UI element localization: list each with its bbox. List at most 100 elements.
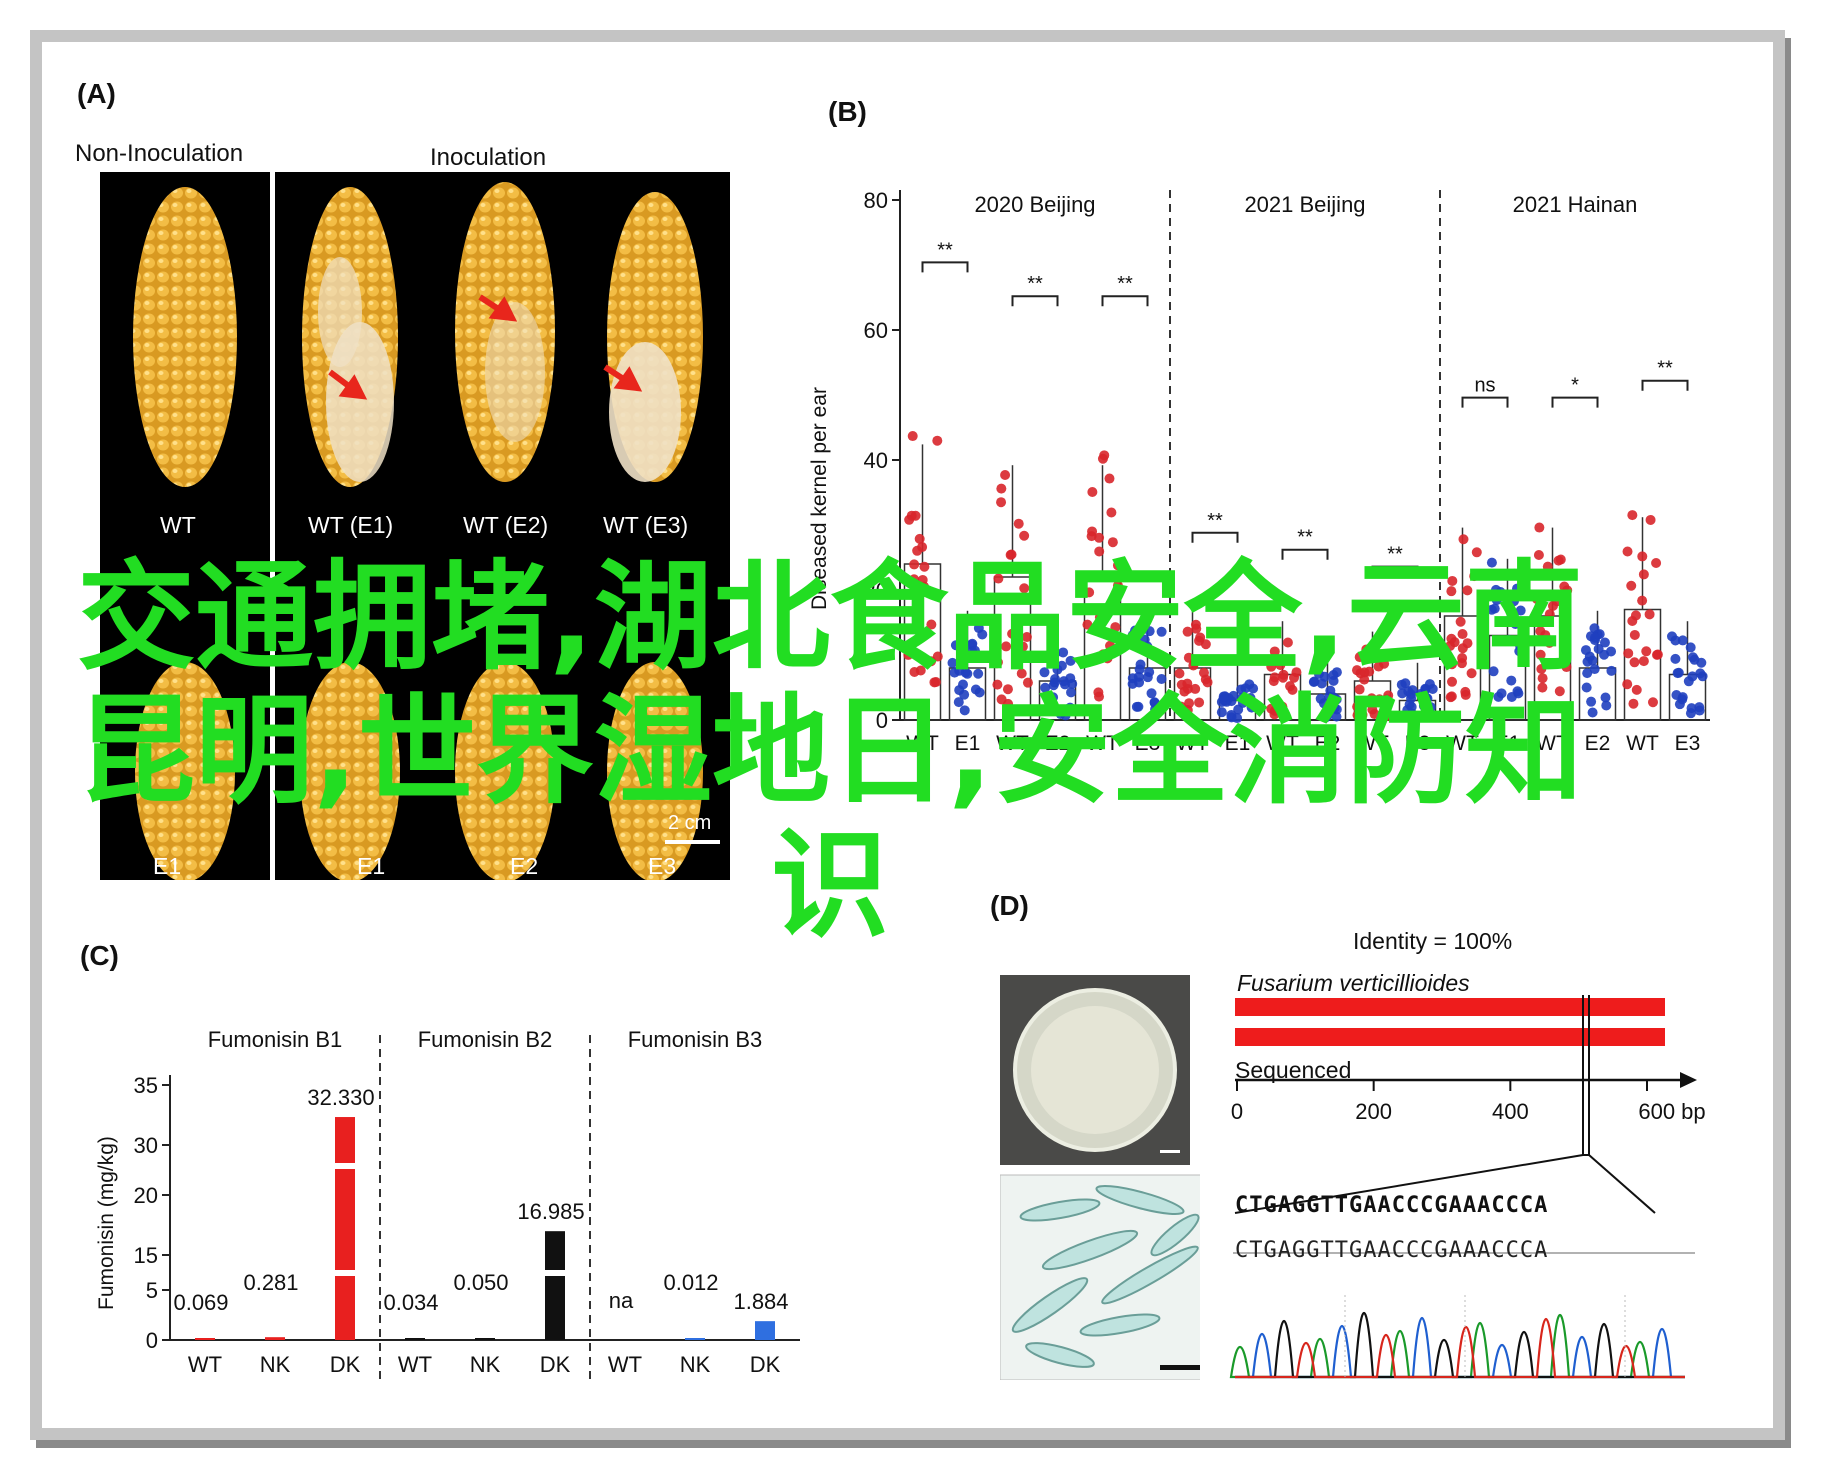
panel-c-xtick-label: NK <box>680 1352 711 1377</box>
panel-b-point <box>1672 668 1683 679</box>
panel-b-point <box>1641 646 1652 657</box>
panel-c-ytick-label: 15 <box>134 1243 158 1268</box>
panel-b-point <box>1040 682 1051 693</box>
panel-b-sig-bracket <box>1641 379 1689 391</box>
panel-b-chart: 0 20 40 60 80 2020 Beijing WT E1 WT E2 WT E3 ** ** ** 2… <box>864 188 1710 755</box>
panel-b-point <box>1218 691 1229 702</box>
panel-b-ytick-label: 80 <box>864 188 888 213</box>
panel-c-ytick-label: 20 <box>134 1183 158 1208</box>
panel-b-sig-label: ** <box>1027 273 1043 295</box>
panel-b-xtick-label: E3 <box>1405 732 1431 755</box>
panel-c-xtick-label: DK <box>750 1352 781 1377</box>
panel-b-group-title: 2021 Hainan <box>1513 192 1638 217</box>
panel-b-point <box>1590 632 1601 643</box>
panel-b-point <box>1406 693 1417 704</box>
panel-b-point <box>1002 684 1013 695</box>
panel-b-point <box>1240 683 1251 694</box>
panel-b-point <box>1462 585 1473 596</box>
panel-b-point <box>1627 615 1638 626</box>
panel-b-point <box>1188 660 1199 671</box>
panel-c-bar <box>405 1338 425 1340</box>
panel-b-point <box>1216 707 1227 718</box>
panel-b-point <box>1094 546 1105 557</box>
panel-b-sig-bracket <box>1281 548 1329 560</box>
panel-b-sig-label: ** <box>937 239 953 261</box>
panel-b-point <box>1606 665 1617 676</box>
panel-b-sig-label: ns <box>1474 375 1495 397</box>
panel-b-point <box>1245 693 1256 704</box>
panel-b-point <box>1055 709 1066 720</box>
reference-bar <box>1235 998 1665 1016</box>
ear-wt-e3 <box>607 192 703 482</box>
panel-b-xtick-label: E2 <box>1315 732 1341 755</box>
panel-b-point <box>1457 629 1468 640</box>
panel-b-point <box>1354 652 1365 663</box>
panel-b-point <box>1277 701 1288 712</box>
ear-label-e3: E3 <box>648 853 677 879</box>
panel-b-point <box>1622 679 1633 690</box>
panel-c-ytick-label: 5 <box>146 1278 158 1303</box>
panel-a-label: (A) <box>77 78 116 109</box>
bp-tick-label: 600 bp <box>1638 1099 1705 1124</box>
panel-b-point <box>1593 643 1604 654</box>
panel-b-sig-bracket <box>1461 396 1509 408</box>
panel-b-point <box>1599 637 1610 648</box>
panel-b-point <box>1369 709 1380 720</box>
panel-c-bar <box>475 1338 495 1340</box>
panel-c-value-label: 0.069 <box>173 1290 228 1315</box>
panel-b-point <box>1638 656 1649 667</box>
panel-b-point <box>1421 711 1432 722</box>
panel-b-point <box>1182 678 1193 689</box>
panel-b-point <box>1458 534 1469 545</box>
panel-b-point <box>949 667 960 678</box>
panel-b-point <box>1082 619 1093 630</box>
panel-b-point <box>1587 707 1598 718</box>
ear-wt <box>133 187 237 487</box>
panel-b-xtick-label: E2 <box>1045 732 1071 755</box>
panel-a-header-right: Inoculation <box>430 144 547 171</box>
panel-b-point <box>1400 678 1411 689</box>
panel-b-point <box>919 581 930 592</box>
panel-b-point <box>1065 655 1076 666</box>
panel-b-point <box>1248 683 1259 694</box>
panel-b-point <box>1007 628 1018 639</box>
panel-b-xtick-label: WT <box>1536 732 1569 755</box>
panel-b-point <box>926 656 937 667</box>
panel-b-point <box>1551 596 1562 607</box>
panel-b-point <box>1455 616 1466 627</box>
panel-b-point <box>1561 662 1572 673</box>
panel-b-point <box>1496 688 1507 699</box>
panel-b-point <box>1001 641 1012 652</box>
panel-b-point <box>1544 609 1555 620</box>
panel-b-point <box>1275 660 1286 671</box>
panel-b-point <box>912 545 923 556</box>
panel-b-point <box>950 640 961 651</box>
panel-b-point <box>914 533 925 544</box>
panel-b-point <box>1094 612 1105 623</box>
panel-c-label: (C) <box>80 940 119 971</box>
panel-b-point <box>1627 510 1638 521</box>
ear-e3 <box>607 662 703 880</box>
panel-b-point <box>1446 586 1457 597</box>
panel-b-point <box>1488 666 1499 677</box>
zoom-line-left <box>1234 1154 1584 1214</box>
panel-b-xtick-label: E1 <box>1225 732 1251 755</box>
sequence-line-sequenced: CTGAGGTTGAACCCGAAACCCA <box>1235 1238 1549 1263</box>
panel-d-label: (D) <box>990 890 1029 921</box>
panel-b-point <box>1456 658 1467 669</box>
panel-b-point <box>1355 668 1366 679</box>
panel-b-point <box>1490 584 1501 595</box>
panel-b-point <box>1331 711 1342 722</box>
panel-b-point <box>1144 626 1155 637</box>
panel-b-point <box>959 653 970 664</box>
panel-b-xtick-label: E2 <box>1585 732 1611 755</box>
panel-b-sig-bracket <box>1371 565 1419 577</box>
panel-b-point <box>1647 697 1658 708</box>
panel-c-chart: 0 5 15 20 30 35 Fumonisin B1 0.069 WT 0.281 NK 32.3… <box>134 1027 800 1380</box>
panel-b-point <box>1182 705 1193 716</box>
ear-e2 <box>455 662 555 880</box>
panel-c-group-title: Fumonisin B2 <box>418 1027 553 1052</box>
panel-b-point <box>1503 634 1514 645</box>
panel-b-point <box>996 483 1007 494</box>
panel-b-label: (B) <box>828 96 867 127</box>
